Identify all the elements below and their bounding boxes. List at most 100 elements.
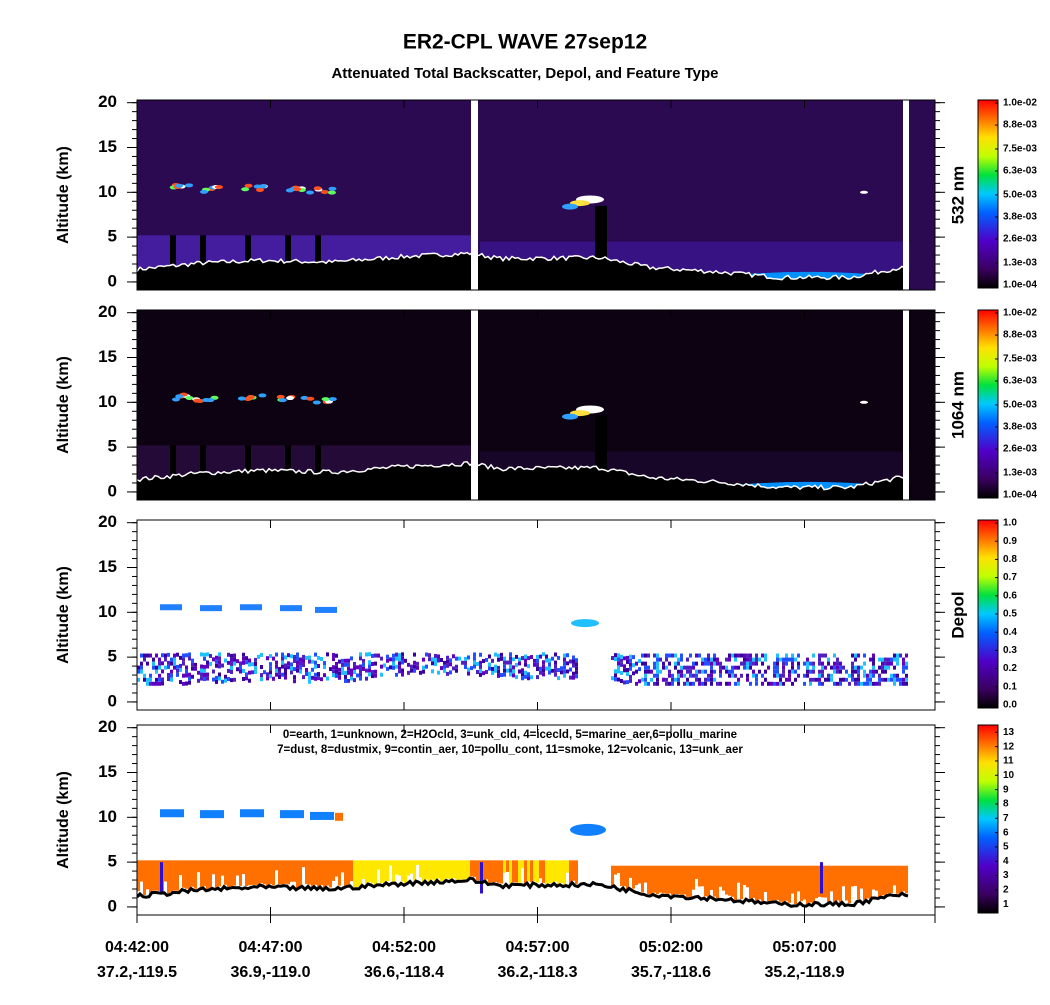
cell <box>221 675 224 680</box>
cell <box>569 671 572 676</box>
y-tick-label: 5 <box>108 437 117 456</box>
cell <box>776 665 779 670</box>
cell <box>290 666 293 671</box>
cell <box>674 657 677 662</box>
cell <box>692 665 695 670</box>
cell <box>848 665 851 670</box>
cell <box>521 664 524 669</box>
cell <box>443 652 446 657</box>
cell <box>170 657 173 662</box>
shadow <box>315 235 321 265</box>
cell <box>200 676 203 681</box>
cell <box>854 653 857 658</box>
feature <box>614 865 617 875</box>
cell <box>422 665 425 670</box>
feature <box>902 865 905 892</box>
cell <box>737 681 740 686</box>
cell <box>209 653 212 658</box>
cell <box>380 672 383 677</box>
cell <box>617 665 620 670</box>
feature <box>143 860 146 895</box>
cell <box>143 677 146 682</box>
cell <box>740 669 743 674</box>
cell <box>155 653 158 658</box>
cell <box>176 680 179 685</box>
data-gap <box>471 100 478 290</box>
feature <box>149 860 152 895</box>
cell <box>203 664 206 669</box>
cell <box>686 657 689 662</box>
cell <box>167 652 170 657</box>
cell <box>182 681 185 686</box>
cell <box>503 652 506 657</box>
y-tick-label: 15 <box>98 557 117 576</box>
cell <box>842 665 845 670</box>
cell <box>851 653 854 658</box>
cell <box>338 659 341 664</box>
cell <box>326 672 329 677</box>
colorbar-tick-label: 6 <box>1003 827 1009 838</box>
cell <box>413 656 416 661</box>
shadow <box>245 235 251 265</box>
feature <box>524 860 527 884</box>
cell <box>884 673 887 678</box>
cell <box>863 681 866 686</box>
cell <box>371 657 374 662</box>
cell <box>734 657 737 662</box>
cell <box>293 654 296 659</box>
cell <box>209 662 212 667</box>
cell <box>425 652 428 657</box>
cell <box>797 653 800 658</box>
cell <box>716 669 719 674</box>
cell <box>410 656 413 661</box>
cell <box>392 665 395 670</box>
cell <box>815 681 818 686</box>
cell <box>905 681 908 686</box>
cell <box>770 661 773 666</box>
cloud <box>199 189 208 194</box>
feature <box>815 865 818 899</box>
cell <box>653 677 656 682</box>
feature <box>539 860 542 879</box>
feature <box>536 860 539 883</box>
cell <box>179 680 182 685</box>
cell <box>905 665 908 670</box>
cell <box>443 656 446 661</box>
feature <box>518 860 521 883</box>
cell <box>485 661 488 666</box>
feature <box>362 860 365 880</box>
cell <box>548 670 551 675</box>
cell <box>332 653 335 658</box>
cell <box>368 664 371 669</box>
colorbar-tick-label: 11 <box>1003 756 1014 767</box>
feature <box>809 865 812 903</box>
cell <box>692 657 695 662</box>
cell <box>371 661 374 666</box>
x-tick-sublabel: 35.7,-118.6 <box>631 964 711 981</box>
cell <box>641 677 644 682</box>
cell <box>287 673 290 678</box>
feature <box>770 865 773 901</box>
feature <box>803 865 806 900</box>
cell <box>251 666 254 671</box>
cell <box>224 670 227 675</box>
cell <box>470 666 473 671</box>
cell <box>206 672 209 677</box>
cell <box>815 669 818 674</box>
cell <box>185 673 188 678</box>
cell <box>521 668 524 673</box>
cell <box>284 671 287 676</box>
cell <box>425 664 428 669</box>
cell <box>788 669 791 674</box>
feature <box>188 860 191 891</box>
cell <box>311 675 314 680</box>
cell <box>800 681 803 686</box>
cell <box>674 665 677 670</box>
shadow <box>170 445 176 475</box>
cell <box>794 673 797 678</box>
cell <box>368 652 371 657</box>
cell <box>278 670 281 675</box>
cloud <box>185 183 194 188</box>
cell <box>680 657 683 662</box>
cell <box>185 669 188 674</box>
